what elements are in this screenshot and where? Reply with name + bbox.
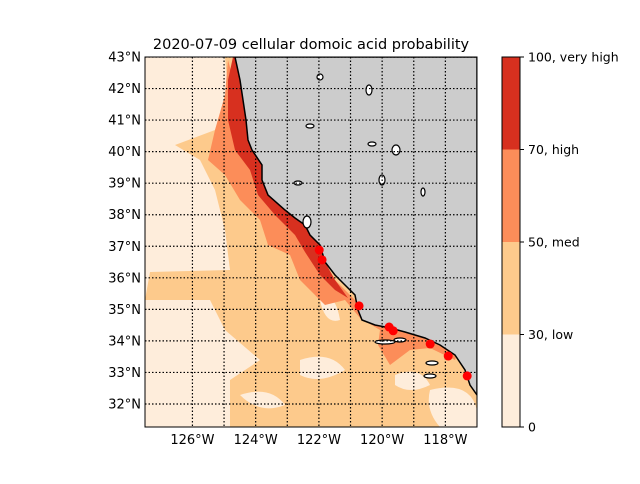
lon-tick-label: 120°W	[360, 433, 404, 448]
station-marker	[388, 326, 398, 336]
colorbar-segment	[502, 149, 520, 242]
lon-tick-label: 118°W	[423, 433, 467, 448]
lat-tick-labels: 43°N 42°N 41°N 40°N 39°N 38°N 37°N 36°N 35°N 34°N…	[108, 51, 141, 413]
lat-tick-label: 32°N	[108, 397, 141, 412]
chart-title: 2020-07-09 cellular domoic acid probabil…	[153, 37, 470, 53]
lat-tick-label: 41°N	[108, 114, 141, 129]
station-marker	[425, 339, 435, 349]
lon-tick-label: 124°W	[234, 433, 278, 448]
colorbar-tick-label: 0	[528, 420, 536, 435]
lat-tick-label: 36°N	[108, 271, 141, 286]
lat-tick-label: 33°N	[108, 366, 141, 381]
lat-tick-label: 40°N	[108, 145, 141, 160]
land	[234, 57, 477, 397]
colorbar-segment	[502, 242, 520, 335]
lat-tick-label: 42°N	[108, 82, 141, 97]
map-area	[145, 57, 477, 427]
station-marker	[314, 245, 324, 255]
lakes-and-islands	[293, 73, 439, 379]
graticule	[145, 57, 477, 427]
colorbar-tick-label: 100, very high	[528, 50, 619, 65]
colorbar-tick-label: 70, high	[528, 142, 579, 157]
colorbar-segment	[502, 57, 520, 150]
lon-tick-label: 122°W	[297, 433, 341, 448]
level-low-patches	[240, 297, 477, 427]
lat-tick-label: 34°N	[108, 334, 141, 349]
colorbar-segment	[502, 334, 520, 427]
lon-tick-labels: 126°W 124°W 122°W 120°W 118°W	[170, 433, 467, 448]
station-marker	[317, 255, 327, 265]
station-markers	[314, 245, 472, 381]
lat-tick-label: 39°N	[108, 177, 141, 192]
lat-tick-label: 35°N	[108, 303, 141, 318]
colorbar: 0 30, low 50, med 70, high 100, very high	[501, 50, 619, 435]
colorbar-tick-label: 30, low	[528, 327, 573, 342]
lat-tick-label: 37°N	[108, 240, 141, 255]
lon-tick-label: 126°W	[170, 433, 214, 448]
station-marker	[462, 371, 472, 381]
colorbar-tick-label: 50, med	[528, 235, 580, 250]
lat-tick-label: 38°N	[108, 208, 141, 223]
station-marker	[443, 351, 453, 361]
map-frame	[144, 56, 478, 428]
station-marker	[354, 301, 364, 311]
lat-tick-label: 43°N	[108, 51, 141, 66]
